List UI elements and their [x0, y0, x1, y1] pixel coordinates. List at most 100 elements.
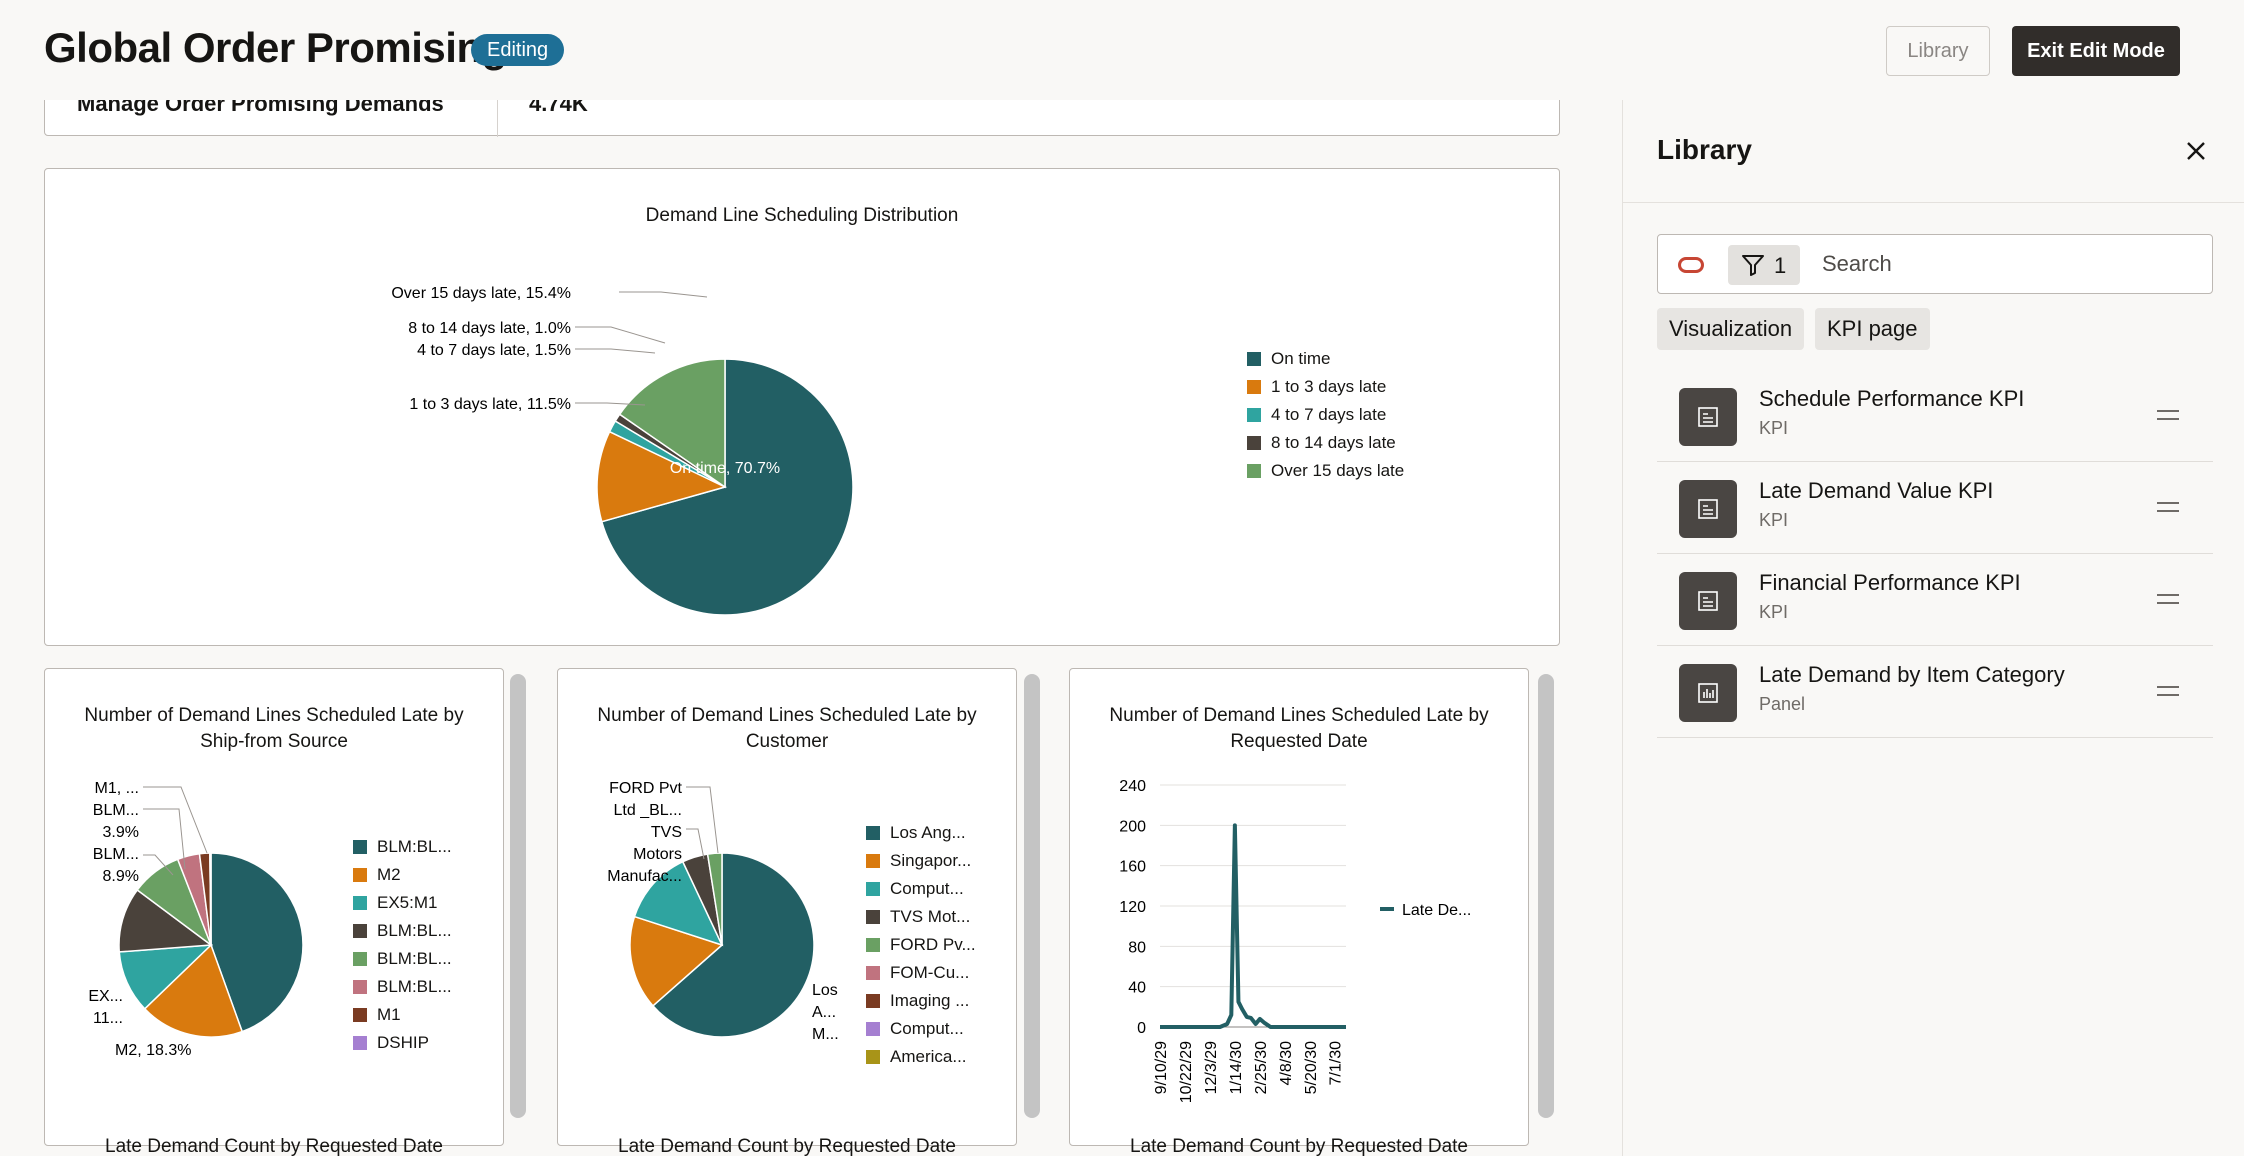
pie-slice[interactable]	[706, 852, 723, 946]
legend-swatch	[866, 910, 880, 924]
drag-handle-icon[interactable]	[2157, 686, 2179, 696]
pie-slice[interactable]	[118, 888, 214, 953]
series-line[interactable]	[1160, 823, 1346, 1029]
library-item-name: Late Demand by Item Category	[1759, 662, 2065, 687]
legend-swatch	[353, 868, 367, 882]
legend-item[interactable]: On time	[1247, 345, 1404, 373]
drag-handle-icon[interactable]	[2157, 410, 2179, 420]
y-tick-label: 120	[1119, 899, 1146, 916]
pie-slice[interactable]	[143, 943, 244, 1038]
legend-item[interactable]: FORD Pv...	[866, 931, 976, 959]
library-item-type: KPI	[1759, 418, 1789, 438]
filter-count: 1	[1774, 253, 1787, 278]
drag-handle-icon[interactable]	[2157, 502, 2179, 512]
pie-slice[interactable]	[210, 852, 304, 1033]
legend-item[interactable]: America...	[866, 1043, 976, 1071]
library-button[interactable]: Library	[1886, 26, 1990, 76]
legend-item[interactable]: BLM:BL...	[353, 973, 452, 1001]
legend-item[interactable]: EX5:M1	[353, 889, 452, 917]
label-blm-b-pct: 8.9%	[103, 868, 139, 885]
legend-swatch	[353, 1036, 367, 1050]
legend-item[interactable]: DSHIP	[353, 1029, 452, 1057]
label-ford-2: Ltd _BL...	[614, 802, 683, 819]
search-input[interactable]: Search	[1822, 251, 1892, 276]
late-by-customer-card[interactable]: Number of Demand Lines Scheduled Late by…	[557, 668, 1017, 1146]
filter-chip[interactable]: 1	[1728, 245, 1800, 285]
legend-swatch	[866, 854, 880, 868]
kpi-value: 4.74K	[529, 100, 588, 116]
legend-item[interactable]: TVS Mot...	[866, 903, 976, 931]
next-card-title: Late Demand Count by Requested Date	[1130, 1136, 1468, 1156]
scheduling-distribution-card[interactable]: Demand Line Scheduling Distribution Over…	[44, 168, 1560, 646]
close-icon[interactable]	[2183, 138, 2209, 164]
x-tick-label: 9/10/29	[1153, 1041, 1170, 1094]
pie-slice[interactable]	[596, 430, 728, 523]
y-tick-label: 200	[1119, 818, 1146, 835]
library-panel: Library 1 Search Visualization KPI page …	[1622, 100, 2244, 1156]
legend-swatch	[866, 1050, 880, 1064]
exit-edit-mode-button[interactable]: Exit Edit Mode	[2012, 26, 2180, 76]
scheduling-distribution-legend: On time 1 to 3 days late 4 to 7 days late 8…	[1247, 345, 1404, 485]
scheduling-distribution-chart: Over 15 days late, 15.4% 8 to 14 days la…	[391, 285, 854, 616]
legend-item[interactable]: Comput...	[866, 875, 976, 903]
page-title: Global Order Promising	[44, 24, 507, 71]
legend-item[interactable]: BLM:BL...	[353, 833, 452, 861]
pie-slice[interactable]	[618, 358, 726, 489]
label-ford-1: FORD Pvt	[609, 780, 682, 797]
legend-item[interactable]: Los Ang...	[866, 819, 976, 847]
pie-slice[interactable]	[633, 860, 724, 947]
library-item[interactable]: Late Demand Value KPI KPI	[1657, 462, 2213, 554]
legend-item[interactable]: Imaging ...	[866, 987, 976, 1015]
late-by-date-card[interactable]: Number of Demand Lines Scheduled Late by…	[1069, 668, 1529, 1146]
tag-kpi-page[interactable]: KPI page	[1815, 308, 1930, 350]
legend-item[interactable]: 8 to 14 days late	[1247, 429, 1404, 457]
label-tvs-2: Motors	[633, 846, 682, 863]
legend-swatch	[1247, 464, 1261, 478]
legend-item[interactable]: BLM:BL...	[353, 917, 452, 945]
legend-swatch	[1247, 352, 1261, 366]
legend-label: Over 15 days late	[1271, 461, 1405, 480]
legend-label: 4 to 7 days late	[1271, 405, 1387, 424]
chart-title: Demand Line Scheduling Distribution	[645, 205, 959, 226]
kpi-row[interactable]: Manage Order Promising Demands 4.74K	[44, 100, 1560, 137]
pie-slice[interactable]	[209, 852, 212, 946]
legend-label: On time	[1271, 349, 1331, 368]
late-by-source-legend: BLM:BL... M2 EX5:M1 BLM:BL... BLM:BL... BLM:B…	[353, 833, 452, 1057]
kpi-icon	[1679, 480, 1737, 538]
label-ex-pct: 11...	[93, 1010, 123, 1027]
x-tick-label: 4/8/30	[1278, 1041, 1295, 1086]
legend-swatch	[1247, 380, 1261, 394]
legend-item[interactable]: BLM:BL...	[353, 945, 452, 973]
pie-slice[interactable]	[651, 852, 815, 1038]
legend-item[interactable]: 4 to 7 days late	[1247, 401, 1404, 429]
editing-badge: Editing	[471, 34, 565, 66]
label-los-3: M...	[812, 1026, 839, 1043]
pie-slice[interactable]	[629, 915, 724, 1007]
legend-label: 1 to 3 days late	[1271, 377, 1387, 396]
library-item[interactable]: Late Demand by Item Category Panel	[1657, 646, 2213, 738]
pie-slice[interactable]	[600, 358, 854, 616]
x-tick-label: 10/22/29	[1178, 1041, 1195, 1103]
card-scrollbar[interactable]	[1024, 674, 1040, 1118]
card-scrollbar[interactable]	[510, 674, 526, 1118]
legend-item[interactable]: Comput...	[866, 1015, 976, 1043]
legend-swatch	[353, 952, 367, 966]
card-scrollbar[interactable]	[1538, 674, 1554, 1118]
legend-item[interactable]: 1 to 3 days late	[1247, 373, 1404, 401]
late-by-date-chart: 0 40 80 120 160 200 240 9/10/29 10/22/29 12/3/29 1…	[1119, 778, 1471, 1103]
legend-item[interactable]: M1	[353, 1001, 452, 1029]
label-m2: M2, 18.3%	[115, 1042, 191, 1059]
legend-item[interactable]: FOM-Cu...	[866, 959, 976, 987]
library-search-box[interactable]: 1 Search	[1657, 234, 2213, 294]
tag-visualization[interactable]: Visualization	[1657, 308, 1805, 350]
library-item[interactable]: Financial Performance KPI KPI	[1657, 554, 2213, 646]
legend-item[interactable]: Singapor...	[866, 847, 976, 875]
drag-handle-icon[interactable]	[2157, 594, 2179, 604]
legend-swatch	[353, 840, 367, 854]
library-item[interactable]: Schedule Performance KPI KPI	[1657, 370, 2213, 462]
late-by-source-card[interactable]: Number of Demand Lines Scheduled Late by…	[44, 668, 504, 1146]
legend-label: Comput...	[890, 1019, 964, 1038]
library-item-type: KPI	[1759, 510, 1789, 530]
legend-item[interactable]: Over 15 days late	[1247, 457, 1404, 485]
legend-item[interactable]: M2	[353, 861, 452, 889]
